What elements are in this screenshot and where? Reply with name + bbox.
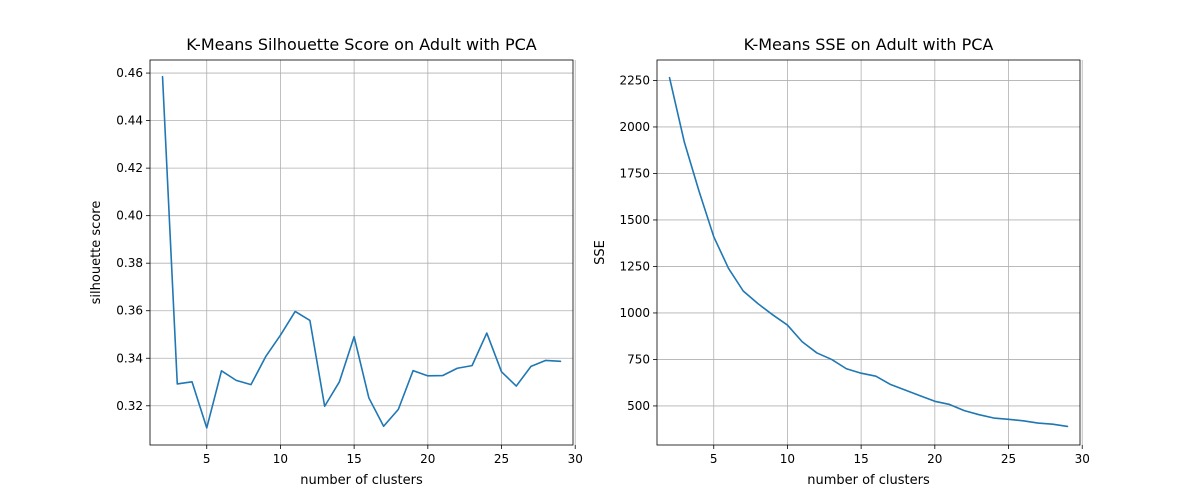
silhouette-ytick-label-0.38: 0.38 <box>116 256 143 270</box>
sse-chart: 5 10 15 20 25 30 500 750 1000 1250 1500 1750 2000 225… <box>593 35 1090 488</box>
silhouette-ytick-label-0.36: 0.36 <box>116 304 143 318</box>
sse-xtick-label-30: 30 <box>1075 452 1090 466</box>
sse-ytick-label-2250: 2250 <box>619 73 650 87</box>
sse-ytick-label-500: 500 <box>627 399 650 413</box>
silhouette-chart: 5 10 15 20 25 30 0.32 0.34 0.36 0.38 0.40 0.42 0.44 0… <box>89 35 583 488</box>
sse-xtick-label-5: 5 <box>710 452 718 466</box>
silhouette-plot-frame <box>149 59 574 446</box>
sse-series-line <box>668 76 1069 428</box>
silhouette-ytick-label-0.46: 0.46 <box>116 66 143 80</box>
silhouette-ytick-label-0.42: 0.42 <box>116 161 143 175</box>
sse-ytick-label-2000: 2000 <box>619 120 650 134</box>
silhouette-y-axis-label: silhouette score <box>89 201 104 305</box>
silhouette-ytick-label-0.34: 0.34 <box>116 351 143 365</box>
silhouette-xtick-label-5: 5 <box>203 452 211 466</box>
sse-ytick-label-1000: 1000 <box>619 306 650 320</box>
silhouette-x-axis-label: number of clusters <box>300 473 423 488</box>
sse-ytick-label-750: 750 <box>627 352 650 366</box>
sse-xtick-label-20: 20 <box>927 452 942 466</box>
sse-xtick-label-15: 15 <box>853 452 868 466</box>
sse-y-axis-label: SSE <box>593 240 608 265</box>
silhouette-xtick-label-10: 10 <box>273 452 288 466</box>
sse-plot-frame <box>656 59 1081 446</box>
sse-xtick-label-25: 25 <box>1001 452 1016 466</box>
silhouette-xtick-label-20: 20 <box>420 452 435 466</box>
sse-ytick-label-1250: 1250 <box>619 259 650 273</box>
sse-chart-title: K-Means SSE on Adult with PCA <box>744 35 994 54</box>
sse-ytick-label-1500: 1500 <box>619 213 650 227</box>
silhouette-chart-title: K-Means Silhouette Score on Adult with P… <box>186 35 537 54</box>
sse-ytick-label-1750: 1750 <box>619 166 650 180</box>
sse-x-axis-label: number of clusters <box>807 473 930 488</box>
silhouette-ytick-label-0.4: 0.40 <box>116 209 143 223</box>
sse-xtick-label-10: 10 <box>780 452 795 466</box>
silhouette-xtick-label-30: 30 <box>568 452 583 466</box>
silhouette-ytick-label-0.44: 0.44 <box>116 114 143 128</box>
silhouette-xtick-label-25: 25 <box>494 452 509 466</box>
silhouette-series-line <box>161 75 562 429</box>
silhouette-xtick-label-15: 15 <box>346 452 361 466</box>
silhouette-ytick-label-0.32: 0.32 <box>116 399 143 413</box>
